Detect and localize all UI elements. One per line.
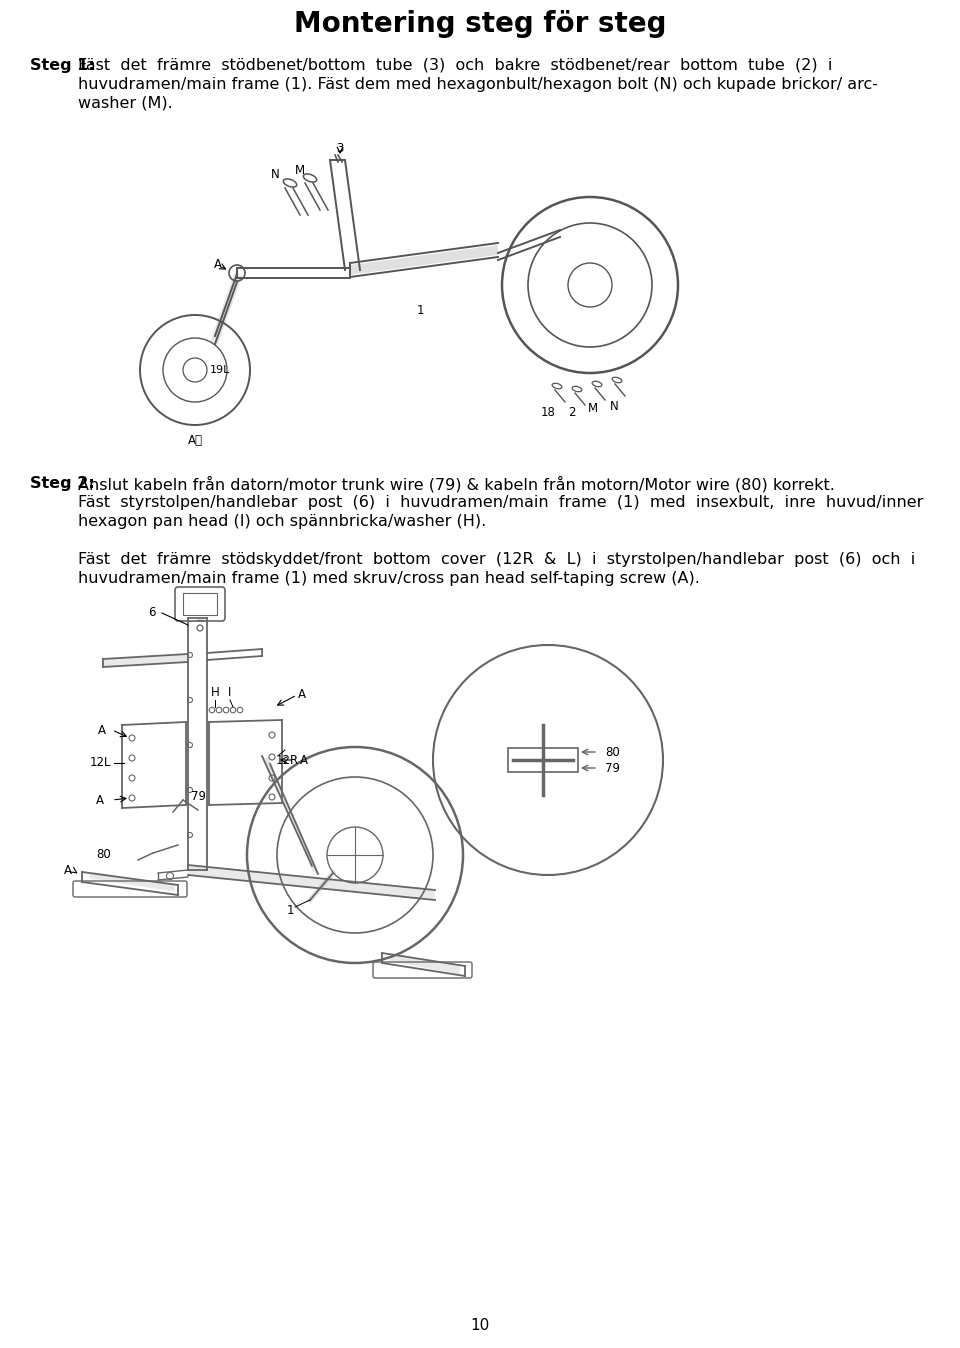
Text: Steg 1:: Steg 1: — [30, 58, 95, 73]
Bar — [183, 593, 217, 615]
Text: huvudramen/main frame (1) med skruv/cross pan head self-taping screw (A).: huvudramen/main frame (1) med skruv/cros… — [78, 572, 700, 586]
Text: 79: 79 — [191, 790, 206, 803]
Text: M: M — [588, 403, 598, 415]
Text: 3: 3 — [336, 142, 344, 155]
Text: Steg 2:: Steg 2: — [30, 476, 95, 491]
Text: 6: 6 — [148, 607, 156, 620]
Text: Fäst  det  främre  stödskyddet/front  bottom  cover  (12R  &  L)  i  styrstolpen: Fäst det främre stödskyddet/front bottom… — [78, 551, 915, 568]
Text: A: A — [96, 794, 104, 806]
Text: washer (M).: washer (M). — [78, 96, 173, 111]
Text: 1: 1 — [286, 903, 294, 917]
Text: A: A — [64, 864, 72, 876]
Text: 79: 79 — [605, 762, 620, 775]
Text: 1: 1 — [417, 303, 423, 317]
Text: huvudramen/main frame (1). Fäst dem med hexagonbult/hexagon bolt (N) och kupade : huvudramen/main frame (1). Fäst dem med … — [78, 77, 878, 92]
Text: A: A — [300, 754, 308, 767]
Text: M: M — [295, 163, 305, 177]
Text: H: H — [210, 686, 220, 698]
Text: A向: A向 — [187, 434, 203, 446]
Text: N: N — [610, 399, 618, 412]
Text: 80: 80 — [605, 745, 620, 759]
Text: 2: 2 — [568, 407, 576, 419]
Text: 12R: 12R — [276, 754, 299, 767]
Text: Anslut kabeln från datorn/motor trunk wire (79) & kabeln från motorn/Motor wire : Anslut kabeln från datorn/motor trunk wi… — [78, 476, 835, 492]
Text: Fäst  det  främre  stödbenet/bottom  tube  (3)  och  bakre  stödbenet/rear  bott: Fäst det främre stödbenet/bottom tube (3… — [78, 58, 832, 73]
Bar — [508, 748, 578, 772]
Text: 12L: 12L — [89, 756, 110, 770]
Text: N: N — [271, 168, 279, 182]
Text: Montering steg för steg: Montering steg för steg — [294, 9, 666, 38]
Text: 80: 80 — [97, 848, 111, 861]
Text: 18: 18 — [540, 407, 556, 419]
Text: A: A — [214, 259, 222, 271]
Text: Fäst  styrstolpen/handlebar  post  (6)  i  huvudramen/main  frame  (1)  med  ins: Fäst styrstolpen/handlebar post (6) i hu… — [78, 495, 924, 510]
Text: A: A — [298, 689, 306, 701]
Text: hexagon pan head (I) och spännbricka/washer (H).: hexagon pan head (I) och spännbricka/was… — [78, 514, 487, 528]
Text: I: I — [228, 686, 231, 698]
Text: 19L: 19L — [210, 365, 230, 375]
Text: 10: 10 — [470, 1318, 490, 1333]
Text: A: A — [98, 724, 106, 736]
